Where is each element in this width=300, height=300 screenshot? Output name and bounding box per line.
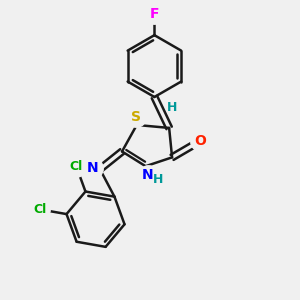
Text: H: H bbox=[167, 101, 177, 114]
Text: O: O bbox=[194, 134, 206, 148]
Text: S: S bbox=[131, 110, 141, 124]
Text: H: H bbox=[153, 173, 163, 186]
Text: Cl: Cl bbox=[70, 160, 83, 173]
Text: N: N bbox=[142, 168, 154, 182]
Text: Cl: Cl bbox=[34, 203, 47, 216]
Text: F: F bbox=[150, 7, 159, 21]
Text: N: N bbox=[87, 161, 98, 175]
